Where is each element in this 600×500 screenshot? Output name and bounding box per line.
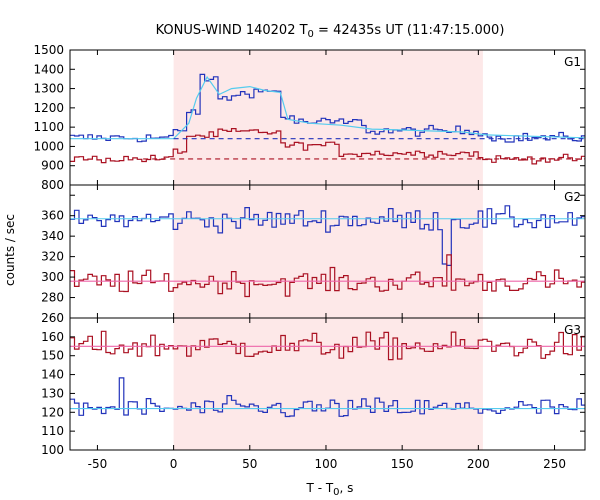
x-axis-label-suffix: , s	[340, 481, 354, 495]
x-tick-label: -50	[88, 457, 108, 471]
y-tick-label-G2: 360	[41, 209, 64, 223]
series-G1-fit-line	[70, 75, 585, 140]
x-tick-label: 0	[170, 457, 178, 471]
y-tick-label-G3: 140	[41, 368, 64, 382]
y-tick-label-G3: 150	[41, 349, 64, 363]
shaded-interval	[173, 50, 483, 450]
y-tick-label-G2: 280	[41, 291, 64, 305]
y-tick-label-G2: 340	[41, 229, 64, 243]
x-axis-label: T - T0, s	[306, 481, 354, 498]
y-tick-label-G3: 100	[41, 443, 64, 457]
panel-G1-series	[70, 73, 585, 165]
x-tick-label: 200	[467, 457, 490, 471]
y-tick-label-G1: 1100	[33, 120, 64, 134]
panel-G3-frame	[69, 317, 586, 451]
x-axis-label-prefix: T - T	[306, 481, 334, 495]
x-tick-label: 50	[242, 457, 257, 471]
x-axis-label-subscript: 0	[333, 487, 339, 498]
y-tick-label-G1: 1400	[33, 62, 64, 76]
y-tick-label-G3: 160	[41, 330, 64, 344]
chart-title-suffix: = 42435s UT (11:47:15.000)	[314, 23, 504, 38]
series-G1-red-step-line	[70, 128, 585, 165]
y-axis-label: counts / sec	[3, 214, 17, 286]
panel-G2-series	[70, 205, 585, 298]
x-tick-label: 150	[391, 457, 414, 471]
y-tick-label-G1: 1200	[33, 101, 64, 115]
x-tick-label: 100	[315, 457, 338, 471]
chart-title: KONUS-WIND 140202 T0 = 42435s UT (11:47:…	[156, 23, 505, 40]
series-G2-blue-step-line	[70, 205, 585, 266]
panel-label-G3: G3	[564, 323, 581, 337]
y-tick-label-G2: 320	[41, 250, 64, 264]
y-tick-label-G1: 1300	[33, 82, 64, 96]
y-tick-label-G3: 110	[41, 424, 64, 438]
panel-label-G1: G1	[564, 55, 581, 69]
y-tick-label-G2: 260	[41, 311, 64, 325]
y-tick-label-G3: 130	[41, 386, 64, 400]
x-tick-label: 250	[543, 457, 566, 471]
y-tick-label-G1: 1500	[33, 43, 64, 57]
panel-label-G2: G2	[564, 190, 581, 204]
y-tick-label-G1: 800	[41, 178, 64, 192]
chart-title-subscript: 0	[308, 29, 314, 40]
chart-title-prefix: KONUS-WIND 140202 T	[156, 23, 308, 38]
panel-G3-series	[70, 330, 585, 418]
series-G3-red-step-line	[70, 330, 585, 361]
y-tick-label-G3: 120	[41, 405, 64, 419]
y-tick-label-G1: 1000	[33, 139, 64, 153]
y-tick-label-G2: 300	[41, 270, 64, 284]
y-tick-label-G1: 900	[41, 159, 64, 173]
